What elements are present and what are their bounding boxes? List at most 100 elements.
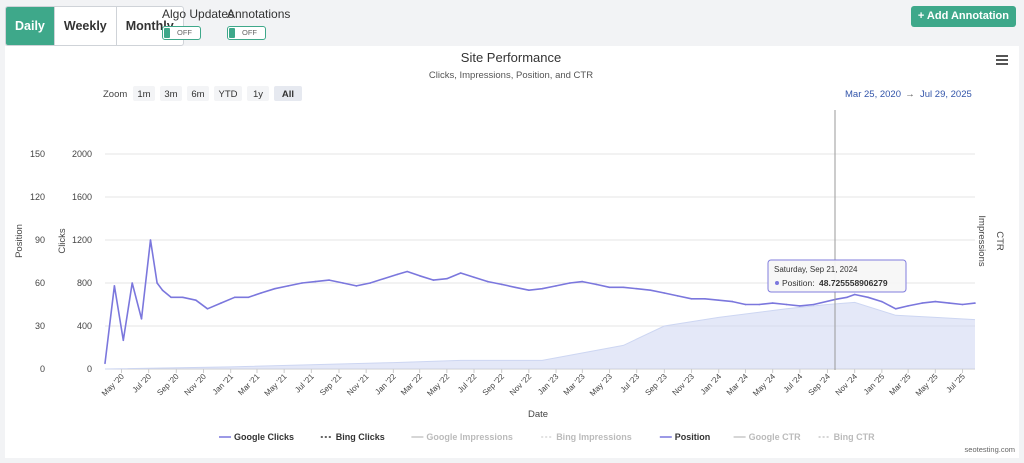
hamburger-menu-icon[interactable] (996, 55, 1008, 65)
position-point (961, 303, 964, 306)
y-tick-position: 90 (35, 235, 45, 245)
x-tick-label: Mar '25 (888, 372, 913, 397)
position-point (581, 280, 584, 283)
position-point (635, 287, 638, 290)
y-axis-title-position: Position (14, 224, 25, 258)
period-weekly-button[interactable]: Weekly (55, 7, 117, 45)
add-annotation-button[interactable]: + Add Annotation (910, 6, 1016, 27)
position-point (247, 296, 250, 299)
x-tick-label: Sep '22 (481, 372, 507, 398)
series-google-impressions-line (104, 301, 976, 370)
position-point (569, 282, 571, 284)
tooltip-date: Saturday, Sep 21, 2024 (774, 265, 858, 274)
date-from[interactable]: Mar 25, 2020 (845, 89, 901, 100)
position-point (528, 289, 530, 291)
legend-item-bing-clicks[interactable]: Bing Clicks (320, 432, 385, 442)
position-point (220, 302, 222, 304)
x-tick-label: Mar '24 (725, 372, 750, 397)
x-tick-label: Mar '23 (562, 372, 587, 397)
period-daily-button[interactable]: Daily (6, 7, 55, 45)
svg-text:Google Clicks: Google Clicks (234, 432, 294, 442)
svg-text:1m: 1m (137, 89, 150, 100)
svg-text:Bing Impressions: Bing Impressions (556, 432, 632, 442)
position-point (595, 283, 597, 286)
zoom-button-1m[interactable]: 1m (133, 86, 155, 101)
position-point (812, 303, 815, 306)
svg-text:1y: 1y (253, 89, 263, 100)
legend-item-google-clicks[interactable]: Google Clicks (219, 432, 294, 442)
position-point (555, 285, 557, 287)
x-tick-label: Mar '21 (236, 372, 261, 397)
svg-text:All: All (282, 89, 294, 100)
position-point (934, 300, 937, 303)
position-point (608, 286, 611, 289)
x-tick-label: Sep '20 (155, 372, 181, 398)
position-point (921, 302, 923, 304)
legend-item-position[interactable]: Position (659, 432, 711, 442)
x-tick-label: Jul '21 (293, 372, 316, 395)
position-point (355, 285, 358, 287)
algo-updates-state: OFF (177, 28, 192, 37)
position-point (149, 239, 152, 241)
legend-item-google-ctr[interactable]: Google CTR (733, 432, 801, 442)
position-point (113, 285, 116, 287)
zoom-button-1y[interactable]: 1y (247, 86, 269, 101)
position-point (274, 287, 276, 290)
position-point (459, 272, 462, 274)
chart-card: Site Performance Clicks, Impressions, Po… (5, 46, 1019, 458)
legend-item-bing-impressions[interactable]: Bing Impressions (541, 432, 632, 442)
site-performance-chart: Site Performance Clicks, Impressions, Po… (14, 50, 1015, 454)
position-point (676, 295, 679, 297)
y-tick-clicks: 0 (87, 364, 92, 374)
position-point (473, 276, 475, 279)
y-axis-title-ctr: CTR (994, 231, 1005, 251)
date-range-arrow: → (905, 89, 915, 100)
x-tick-label: Nov '21 (345, 372, 371, 398)
tooltip: Saturday, Sep 21, 2024 Position: 48.7255… (767, 259, 907, 293)
y-tick-clicks: 400 (77, 321, 92, 331)
x-tick-label: Jan '23 (536, 372, 561, 397)
position-point (541, 287, 543, 290)
position-point (342, 282, 344, 284)
position-point (894, 308, 897, 310)
chart-title: Site Performance (461, 50, 561, 65)
top-toolbar: Daily Weekly Monthly Algo Updates OFF An… (0, 0, 1024, 46)
zoom-button-6m[interactable]: 6m (187, 86, 209, 101)
y-tick-clicks: 800 (77, 278, 92, 288)
x-tick-label: Jul '25 (944, 372, 967, 395)
legend-item-bing-ctr[interactable]: Bing CTR (818, 432, 875, 442)
position-point (314, 280, 317, 283)
position-point (140, 318, 143, 320)
x-tick-label: Sep '21 (318, 372, 344, 398)
credit-text: seotesting.com (965, 445, 1015, 454)
position-point (206, 308, 209, 310)
series-google-impressions-area (105, 302, 975, 369)
x-tick-label: Sep '24 (807, 372, 833, 398)
period-monthly-button[interactable]: Monthly (125, 19, 174, 33)
position-point (233, 296, 236, 299)
x-tick-label: Nov '22 (508, 372, 534, 398)
svg-text:6m: 6m (191, 89, 204, 100)
annotations-toggle[interactable]: OFF (227, 26, 266, 40)
x-tick-label: Jul '20 (131, 372, 154, 395)
svg-text:YTD: YTD (219, 89, 238, 100)
zoom-button-ytd[interactable]: YTD (214, 86, 242, 101)
y-axis-title-impressions: Impressions (976, 215, 987, 266)
y-tick-clicks: 1200 (72, 235, 92, 245)
annotations-state: OFF (242, 28, 257, 37)
date-to[interactable]: Jul 29, 2025 (920, 89, 972, 100)
position-point (907, 305, 909, 307)
zoom-button-all[interactable]: All (274, 86, 302, 101)
legend-item-google-impressions[interactable]: Google Impressions (411, 432, 513, 442)
position-point (704, 298, 706, 300)
zoom-button-3m[interactable]: 3m (160, 86, 182, 101)
position-point (446, 277, 448, 280)
position-point (758, 303, 761, 306)
tooltip-value: 48.725558906279 (819, 278, 888, 288)
position-point (649, 289, 652, 291)
algo-updates-toggle[interactable]: OFF (162, 26, 201, 40)
y-tick-clicks: 1600 (72, 192, 92, 202)
position-point (690, 298, 693, 300)
y-axis-title-clicks: Clicks (57, 228, 68, 254)
position-point (170, 296, 172, 299)
